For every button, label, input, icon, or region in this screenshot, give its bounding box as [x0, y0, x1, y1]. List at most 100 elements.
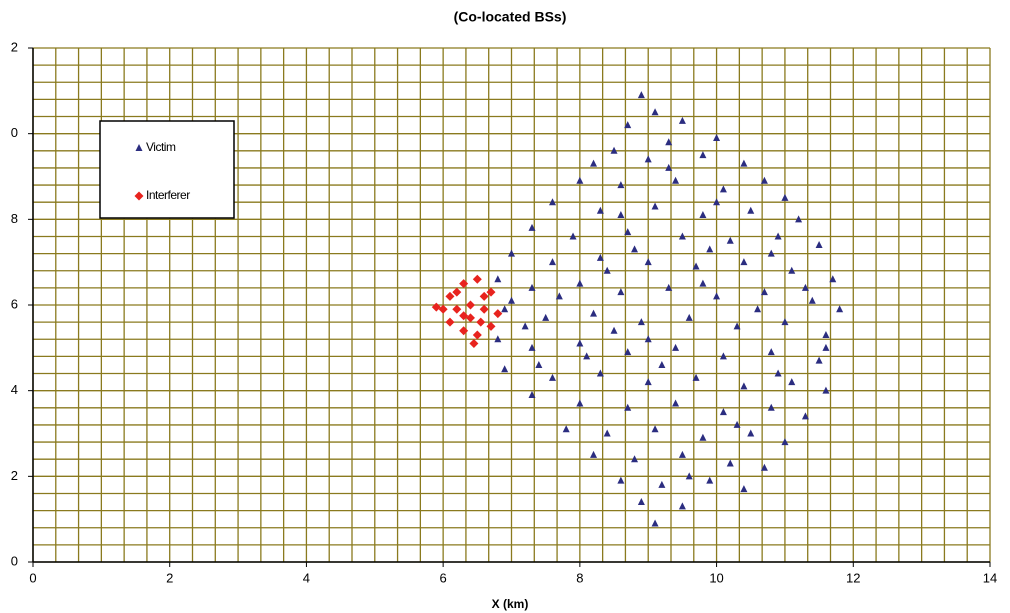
point — [733, 322, 741, 330]
point — [535, 360, 543, 368]
point — [637, 318, 645, 326]
point — [795, 215, 803, 223]
point — [479, 291, 489, 301]
point — [549, 258, 557, 266]
point — [713, 198, 721, 206]
point — [135, 144, 143, 151]
point — [658, 360, 666, 368]
point — [699, 211, 707, 219]
point — [445, 291, 455, 301]
x-tick-label: 0 — [29, 570, 36, 585]
legend-label: Victim — [146, 140, 176, 154]
point — [747, 429, 755, 437]
point — [637, 498, 645, 506]
point — [699, 151, 707, 159]
point — [781, 438, 789, 446]
point — [808, 296, 816, 304]
point — [610, 146, 618, 154]
point — [740, 159, 748, 167]
point — [678, 232, 686, 240]
point — [590, 309, 598, 317]
point — [651, 425, 659, 433]
point — [781, 318, 789, 326]
point — [493, 309, 503, 319]
point — [692, 262, 700, 270]
point — [576, 279, 584, 287]
point — [501, 305, 509, 313]
point — [644, 258, 652, 266]
point — [528, 283, 536, 291]
point — [576, 339, 584, 347]
point — [726, 236, 734, 244]
point — [549, 198, 557, 206]
x-axis-label: X (km) — [492, 597, 529, 611]
point — [569, 232, 577, 240]
point — [788, 378, 796, 386]
point — [767, 403, 775, 411]
point — [747, 206, 755, 214]
point — [583, 352, 591, 360]
chart-title: (Co-located BSs) — [454, 9, 567, 25]
point — [469, 339, 479, 349]
point — [713, 292, 721, 300]
point — [822, 343, 830, 351]
point — [801, 283, 809, 291]
point — [624, 348, 632, 356]
point — [644, 155, 652, 163]
point — [699, 279, 707, 287]
point — [706, 476, 714, 484]
y-tick-label: 0 — [11, 553, 18, 568]
point — [637, 91, 645, 99]
point — [631, 455, 639, 463]
point — [719, 408, 727, 416]
point — [815, 241, 823, 249]
point — [774, 232, 782, 240]
point — [624, 228, 632, 236]
point — [699, 433, 707, 441]
point — [678, 502, 686, 510]
point — [134, 191, 144, 201]
point — [726, 459, 734, 467]
point — [617, 476, 625, 484]
point — [665, 283, 673, 291]
point — [788, 266, 796, 274]
point — [713, 133, 721, 141]
point — [774, 369, 782, 377]
point — [829, 275, 837, 283]
point — [596, 369, 604, 377]
point — [459, 326, 469, 336]
point — [658, 480, 666, 488]
point — [719, 185, 727, 193]
point — [665, 138, 673, 146]
point — [452, 287, 462, 297]
point — [465, 300, 475, 310]
point — [603, 266, 611, 274]
point — [479, 304, 489, 314]
point — [590, 450, 598, 458]
legend-box — [99, 120, 235, 219]
point — [692, 373, 700, 381]
point — [719, 352, 727, 360]
point — [486, 287, 496, 297]
point — [472, 330, 482, 340]
point — [651, 519, 659, 527]
point — [486, 321, 496, 331]
point — [596, 206, 604, 214]
legend-label: Interferer — [146, 188, 190, 202]
point — [494, 275, 502, 283]
point — [617, 211, 625, 219]
x-tick-label: 8 — [576, 570, 583, 585]
point — [760, 463, 768, 471]
x-tick-label: 14 — [983, 570, 997, 585]
point — [767, 348, 775, 356]
point — [678, 450, 686, 458]
point — [740, 382, 748, 390]
point — [465, 313, 475, 323]
point — [528, 390, 536, 398]
point — [445, 317, 455, 327]
point — [665, 163, 673, 171]
point — [822, 330, 830, 338]
y-tick-label: 6 — [11, 296, 18, 311]
point — [767, 249, 775, 257]
